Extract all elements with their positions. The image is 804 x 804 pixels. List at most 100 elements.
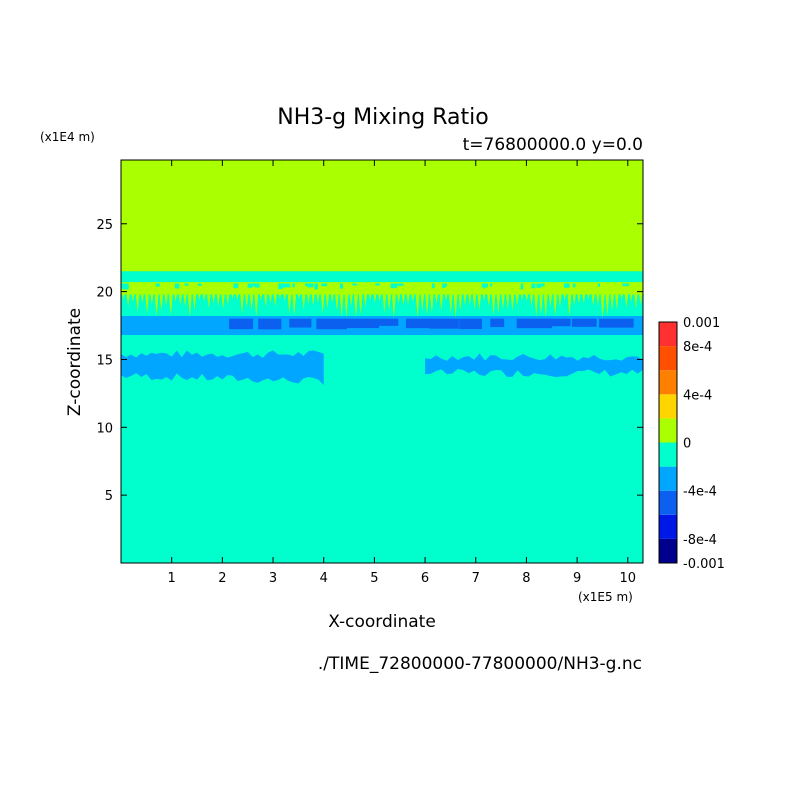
contour-drip [173, 288, 178, 303]
contour-drip [344, 288, 349, 318]
contour-drip [201, 288, 207, 302]
x-tick-label: 1 [168, 571, 176, 586]
contour-drip [187, 288, 193, 317]
x-axis-label: X-coordinate [328, 612, 436, 632]
contour-hole [278, 283, 283, 290]
chart-title: NH3-g Mixing Ratio [277, 105, 489, 130]
contour-drip [234, 288, 240, 300]
contour-drip [472, 288, 477, 310]
x-tick-label: 5 [370, 571, 378, 586]
contour-drip [396, 288, 401, 305]
contour-band [121, 160, 643, 272]
y-tick-label: 5 [105, 489, 113, 504]
contour-drip [481, 288, 487, 301]
contour-hole [155, 283, 160, 287]
colorbar-segment [659, 322, 677, 347]
contour-hole [520, 283, 524, 290]
contour-drip [614, 288, 620, 310]
contour-band [542, 318, 571, 327]
contour-drip [382, 288, 387, 314]
contour-drip [538, 288, 544, 314]
contour-drip [443, 288, 449, 302]
contour-drip [429, 288, 435, 313]
contour-drip [182, 288, 188, 307]
x-tick-label: 8 [522, 571, 530, 586]
contour-drip [339, 288, 345, 317]
x-tick-label: 2 [218, 571, 226, 586]
contour-hole [288, 283, 291, 288]
contour-hole [305, 283, 308, 287]
contour-drip [548, 288, 553, 308]
contour-drip [177, 288, 183, 306]
contour-drip [154, 288, 159, 317]
colorbar-segment [659, 538, 677, 563]
contour-drip [519, 288, 525, 301]
contour-hole [121, 283, 126, 289]
colorbar-label: 8e-4 [683, 340, 712, 355]
contour-hole [390, 283, 398, 289]
contour-drip [320, 288, 326, 314]
contour-drip [268, 288, 273, 303]
contour-drip [220, 288, 226, 309]
contour-drip [434, 288, 439, 305]
contour-band [425, 353, 643, 378]
contour-drip [624, 288, 629, 308]
contour-drip [386, 288, 392, 311]
contour-drip [514, 288, 520, 307]
y-tick-label: 20 [96, 286, 113, 301]
contour-drip [263, 288, 269, 307]
contour-drip [462, 288, 468, 306]
contour-hole [233, 283, 239, 289]
colorbar-label: 0 [683, 437, 691, 452]
contour-drip [586, 288, 591, 300]
contour-hole [247, 283, 253, 288]
x-tick-label: 3 [269, 571, 277, 586]
contour-hole [442, 283, 447, 288]
contour-drip [524, 288, 530, 302]
colorbar-segment [659, 346, 677, 371]
contour-band [490, 318, 505, 328]
contour-hole [536, 283, 542, 288]
y-axis-label: Z-coordinate [65, 308, 85, 416]
contour-drip [239, 288, 245, 314]
contour-drip [258, 288, 264, 301]
contour-drip [448, 288, 454, 313]
contour-drip [215, 288, 221, 307]
contour-drip [628, 288, 634, 302]
contour-band [405, 318, 432, 329]
contour-drip [438, 288, 444, 311]
contour-drip [158, 288, 164, 311]
contour-drip [424, 288, 430, 315]
contour-drip [377, 288, 382, 302]
y-tick-label: 15 [96, 353, 113, 368]
contour-drip [543, 288, 549, 318]
contour-drip [329, 288, 335, 304]
contour-drip [533, 288, 539, 318]
contour-drip [277, 288, 283, 300]
contour-drip [605, 288, 610, 315]
contour-drip [249, 288, 254, 310]
contour-drip [206, 288, 212, 309]
contour-hole [284, 283, 291, 288]
contour-drip [225, 288, 231, 306]
colorbar-segment [659, 394, 677, 419]
colorbar-label: -0.001 [683, 557, 725, 572]
x-tick-label: 4 [320, 571, 328, 586]
contour-drip [495, 288, 501, 314]
contour-drip [638, 288, 643, 305]
colorbar-segment [659, 466, 677, 491]
contour-band [459, 318, 482, 330]
contour-drip [505, 288, 511, 310]
contour-band [571, 318, 597, 327]
contour-drip [296, 288, 302, 299]
colorbar-label: 0.001 [683, 316, 720, 331]
contour-hole [252, 283, 259, 287]
contour-drip [410, 288, 416, 302]
contour-hole [531, 283, 536, 289]
contour-drip [491, 288, 496, 316]
contour-band [429, 318, 459, 329]
colorbar-segment [659, 442, 677, 467]
contour-hole [396, 283, 404, 286]
contour-drip [130, 288, 136, 303]
